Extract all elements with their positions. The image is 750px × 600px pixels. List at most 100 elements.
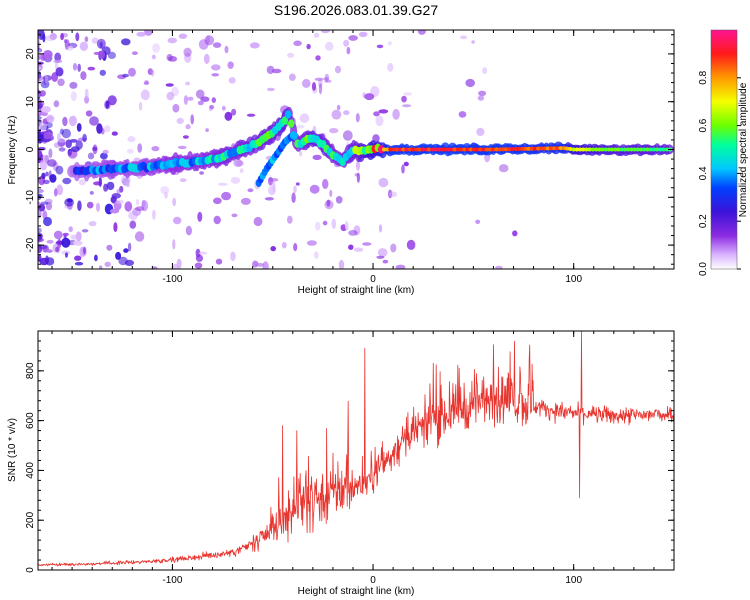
noise-blob [45,171,49,177]
noise-blob [39,90,46,97]
noise-blob [65,252,68,258]
noise-blob [55,246,60,253]
noise-blob [137,143,143,153]
noise-blob [152,266,158,269]
noise-blob [85,110,93,117]
noise-blob [377,248,388,257]
noise-blob [74,261,84,266]
noise-blob [378,109,389,114]
noise-blob [342,130,353,141]
noise-blob [164,191,168,199]
noise-blob [239,168,244,173]
noise-blob [362,242,372,246]
x-tick-label: -100 [162,575,182,586]
noise-blob [209,105,215,110]
noise-blob [228,77,236,84]
noise-blob [182,135,189,139]
noise-blob [84,36,89,43]
noise-blob [213,215,221,225]
noise-blob [126,148,134,154]
noise-blob [212,42,222,48]
noise-blob [46,239,54,244]
noise-blob [167,37,178,44]
noise-blob [49,174,57,183]
noise-blob [38,245,47,250]
noise-blob [203,53,210,64]
noise-blob [135,199,140,206]
noise-blob [281,241,287,249]
noise-blob [39,159,48,171]
noise-blob [38,79,42,85]
noise-blob [41,172,46,180]
noise-blob [98,265,103,269]
noise-blob [198,251,208,255]
noise-blob [96,38,106,49]
noise-blob [62,177,72,185]
noise-blob [144,30,153,36]
noise-blob [227,61,234,69]
noise-blob [38,35,41,46]
noise-blob [67,45,74,51]
noise-blob [306,240,317,246]
noise-blob [46,159,57,167]
noise-blob [62,232,69,237]
noise-blob [143,81,150,85]
noise-blob [140,89,150,101]
noise-blob [179,178,187,183]
noise-blob [53,230,63,240]
noise-blob [205,128,209,133]
noise-blob [43,216,52,227]
noise-blob [173,216,182,225]
noise-blob [336,104,341,111]
noise-blob [395,264,406,269]
noise-blob [95,202,101,212]
noise-blob [124,201,133,212]
colorbar-label: Normalized spectral amplitude [738,82,749,217]
noise-blob [81,229,89,233]
noise-blob [213,197,222,205]
noise-blob [230,251,236,262]
noise-blob [215,258,223,265]
noise-blob [58,138,66,143]
noise-blob [233,159,243,168]
noise-blob [68,115,77,127]
noise-blob [204,35,215,46]
noise-blob [73,240,83,246]
noise-blob [68,226,73,233]
noise-blob [476,127,485,137]
noise-blob [127,242,132,252]
noise-blob [387,41,392,46]
snr-line-group [38,331,674,567]
noise-blob [43,131,54,140]
noise-blob [198,39,209,50]
noise-blob [221,191,232,201]
noise-blob [87,152,95,160]
noise-blob [354,173,359,177]
noise-blob [38,75,44,81]
colorbar-tick-label: 0.0 [698,262,709,276]
colorbar-tick-label: 0.4 [698,166,709,180]
noise-blob [178,33,187,39]
noise-blob [150,69,155,77]
noise-blob [313,32,320,38]
noise-blob [356,160,360,171]
ridge-core [558,146,564,151]
noise-blob [293,243,298,252]
noise-blob [69,81,78,89]
noise-blob [152,54,156,60]
noise-blob [322,178,329,190]
noise-blob [364,93,375,101]
noise-blob [224,111,233,121]
noise-blob [55,67,64,77]
noise-blob [287,52,295,58]
noise-blob [176,117,184,124]
noise-blob [41,106,51,113]
noise-blob [38,227,42,234]
noise-blob [77,63,81,72]
noise-blob [82,133,87,143]
noise-blob [172,103,180,113]
noise-blob [262,261,269,269]
noise-blob [110,196,117,204]
x-tick-label: 0 [370,274,376,285]
noise-blob [61,237,71,248]
